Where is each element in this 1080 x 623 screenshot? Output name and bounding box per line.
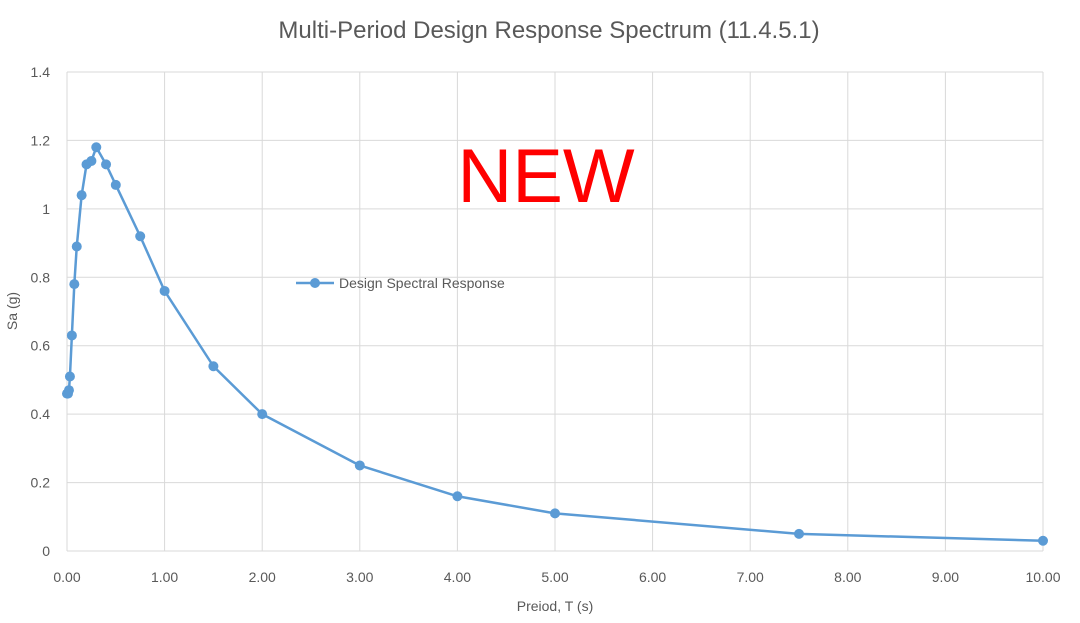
y-axis-label: Sa (g) [4,292,20,330]
y-tick-label: 0.4 [31,406,51,422]
data-point [110,179,121,190]
tick-labels: 0.00 1.00 2.00 3.00 4.00 5.00 6.00 7.00 8.00 9.00… [31,64,1061,585]
x-axis-label: Preiod, T (s) [517,598,594,614]
x-tick-label: 9.00 [932,569,959,585]
data-point [86,155,97,166]
y-tick-label: 0.2 [31,475,51,491]
data-point [64,371,75,382]
legend-entry: Design Spectral Response [339,275,505,291]
data-point [91,142,102,153]
data-point [354,460,365,471]
y-tick-label: 0.8 [31,269,51,285]
x-tick-label: 10.00 [1025,569,1060,585]
y-tick-label: 1 [42,201,50,217]
data-point [69,279,80,290]
legend: Design Spectral Response [296,275,505,291]
data-point [101,159,112,170]
x-tick-label: 4.00 [444,569,471,585]
data-point [208,361,219,372]
y-tick-label: 0 [42,543,50,559]
y-tick-label: 0.6 [31,338,51,354]
x-tick-label: 7.00 [737,569,764,585]
data-point [1038,535,1048,546]
data-point [452,491,463,502]
x-tick-label: 3.00 [346,569,373,585]
chart-title: Multi-Period Design Response Spectrum (1… [278,17,819,44]
x-tick-label: 8.00 [834,569,861,585]
data-point [794,528,804,539]
data-point [76,190,87,201]
x-tick-label: 0.00 [53,569,80,585]
data-point [257,409,268,420]
grid [66,71,1044,552]
data-point [63,385,74,396]
x-tick-label: 2.00 [249,569,276,585]
series-design-spectral-response [62,142,1048,546]
x-tick-label: 1.00 [151,569,178,585]
data-point [71,241,82,252]
y-tick-label: 1.4 [31,64,51,80]
data-point [550,508,560,519]
legend-point-marker [310,278,320,288]
x-tick-label: 6.00 [639,569,666,585]
data-point [159,285,170,296]
new-annotation: NEW [457,134,635,219]
data-point [66,330,77,341]
data-point [135,231,146,242]
series-line [66,146,1044,542]
y-tick-label: 1.2 [31,132,51,148]
x-tick-label: 5.00 [541,569,568,585]
